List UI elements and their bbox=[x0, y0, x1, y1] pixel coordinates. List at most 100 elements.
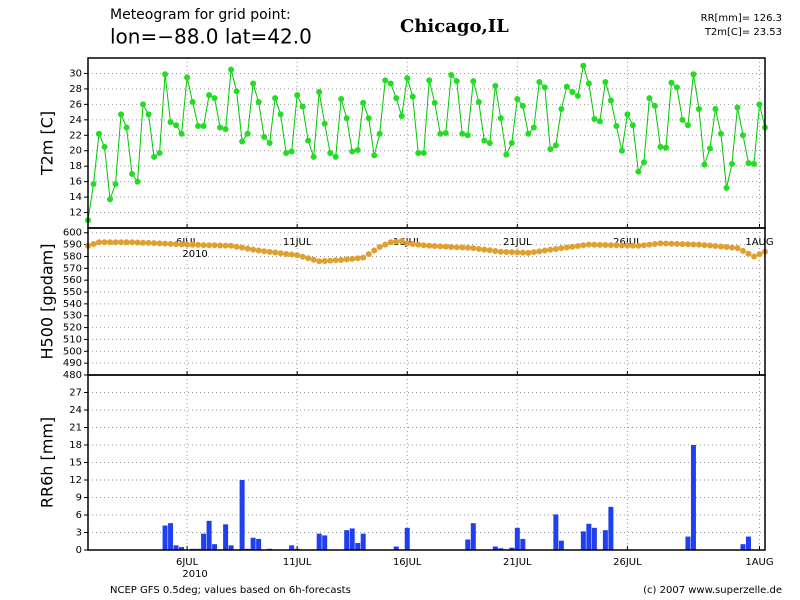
temperature-point bbox=[360, 99, 367, 106]
temperature-point bbox=[387, 80, 394, 87]
temperature-point bbox=[310, 153, 317, 160]
precip-bar bbox=[685, 536, 691, 550]
x-tick-label: 11JUL bbox=[283, 557, 312, 568]
precip-bar bbox=[580, 531, 586, 550]
y-tick-label: 500 bbox=[63, 346, 82, 357]
geopotential-point bbox=[321, 257, 328, 264]
geopotential-point bbox=[195, 241, 202, 248]
temperature-point bbox=[492, 82, 499, 89]
temperature-point bbox=[723, 184, 730, 191]
precip-bar bbox=[173, 545, 179, 550]
geopotential-point bbox=[371, 247, 378, 254]
temperature-point bbox=[277, 111, 284, 118]
geopotential-point bbox=[272, 249, 279, 256]
precip-bar bbox=[470, 523, 476, 550]
geopotential-point bbox=[728, 244, 735, 251]
temperature-point bbox=[112, 180, 119, 187]
y-tick-label: 6 bbox=[76, 510, 82, 521]
temperature-point bbox=[684, 122, 691, 129]
precip-bar bbox=[349, 528, 355, 550]
y-tick-label: 520 bbox=[63, 323, 82, 334]
temperature-point bbox=[717, 130, 724, 137]
geopotential-point bbox=[316, 258, 323, 265]
geopotential-point bbox=[376, 243, 383, 250]
geopotential-point bbox=[756, 251, 763, 258]
temperature-point bbox=[244, 130, 251, 137]
precip-bar bbox=[465, 539, 471, 550]
geopotential-point bbox=[635, 242, 642, 249]
temperature-point bbox=[206, 92, 213, 99]
panel-frame bbox=[87, 374, 766, 551]
summary-t2m: T2m[C]= 23.53 bbox=[704, 27, 782, 38]
x-tick-label: 1AUG bbox=[745, 557, 773, 568]
temperature-point bbox=[552, 142, 559, 149]
x-tick-label: 6JUL bbox=[176, 557, 199, 568]
x-tick-label: 21JUL bbox=[503, 237, 532, 248]
geopotential-point bbox=[613, 242, 620, 249]
geopotential-point bbox=[734, 245, 741, 252]
temperature-point bbox=[404, 75, 411, 82]
precip-bar bbox=[553, 514, 559, 550]
precip-bar bbox=[256, 538, 262, 550]
geopotential-point bbox=[673, 240, 680, 247]
geopotential-point bbox=[580, 242, 587, 249]
temperature-point bbox=[371, 152, 378, 159]
temperature-point bbox=[690, 71, 697, 78]
precip-bar bbox=[520, 538, 526, 550]
temperature-point bbox=[184, 74, 191, 81]
temperature-point bbox=[728, 160, 735, 167]
geopotential-point bbox=[404, 240, 411, 247]
temperature-point bbox=[745, 160, 752, 167]
geopotential-point bbox=[178, 241, 185, 248]
temperature-point bbox=[118, 111, 125, 118]
precip-bar bbox=[322, 535, 328, 550]
temperature-point bbox=[409, 93, 416, 100]
temperature-point bbox=[651, 102, 658, 109]
temperature-point bbox=[640, 159, 647, 166]
geopotential-point bbox=[701, 242, 708, 249]
geopotential-point bbox=[327, 257, 334, 264]
temperature-point bbox=[107, 196, 114, 203]
temperature-line bbox=[87, 65, 766, 221]
temperature-point bbox=[294, 92, 301, 99]
temperature-point bbox=[288, 148, 295, 155]
geopotential-point bbox=[525, 249, 532, 256]
precip-bar bbox=[498, 548, 504, 550]
y-tick-label: 28 bbox=[69, 84, 82, 95]
temperature-point bbox=[349, 148, 356, 155]
temperature-point bbox=[365, 115, 372, 122]
geopotential-point bbox=[745, 250, 752, 257]
temperature-point bbox=[145, 111, 152, 118]
temperature-point bbox=[217, 124, 224, 131]
x-tick-label: 16JUL bbox=[393, 557, 422, 568]
footer-left: NCEP GFS 0.5deg; values based on 6h-fore… bbox=[110, 585, 351, 596]
y-tick-label: 540 bbox=[63, 299, 82, 310]
precip-bar bbox=[404, 527, 410, 550]
y-tick-label: 12 bbox=[69, 208, 82, 219]
geopotential-point bbox=[107, 239, 114, 246]
geopotential-point bbox=[217, 242, 224, 249]
temperature-point bbox=[382, 77, 389, 84]
geopotential-point bbox=[343, 256, 350, 263]
y-tick-label: 510 bbox=[63, 334, 82, 345]
temperature-point bbox=[195, 123, 202, 129]
precip-bar bbox=[360, 533, 366, 550]
temperature-point bbox=[239, 138, 246, 145]
precip-bar bbox=[393, 546, 399, 550]
geopotential-point bbox=[536, 248, 543, 255]
geopotential-point bbox=[596, 241, 603, 248]
geopotential-point bbox=[398, 238, 405, 245]
temperature-point bbox=[635, 168, 642, 175]
geopotential-point bbox=[448, 243, 455, 250]
temperature-point bbox=[250, 80, 257, 87]
geopotential-point bbox=[277, 250, 284, 257]
precip-bar bbox=[289, 545, 295, 550]
geopotential-point bbox=[189, 241, 196, 248]
geopotential-point bbox=[299, 253, 306, 260]
geopotential-point bbox=[646, 241, 653, 248]
geopotential-point bbox=[530, 249, 537, 256]
temperature-point bbox=[189, 99, 196, 106]
y-tick-label: 18 bbox=[69, 440, 82, 451]
geopotential-point bbox=[156, 240, 163, 247]
temperature-point bbox=[305, 137, 312, 144]
